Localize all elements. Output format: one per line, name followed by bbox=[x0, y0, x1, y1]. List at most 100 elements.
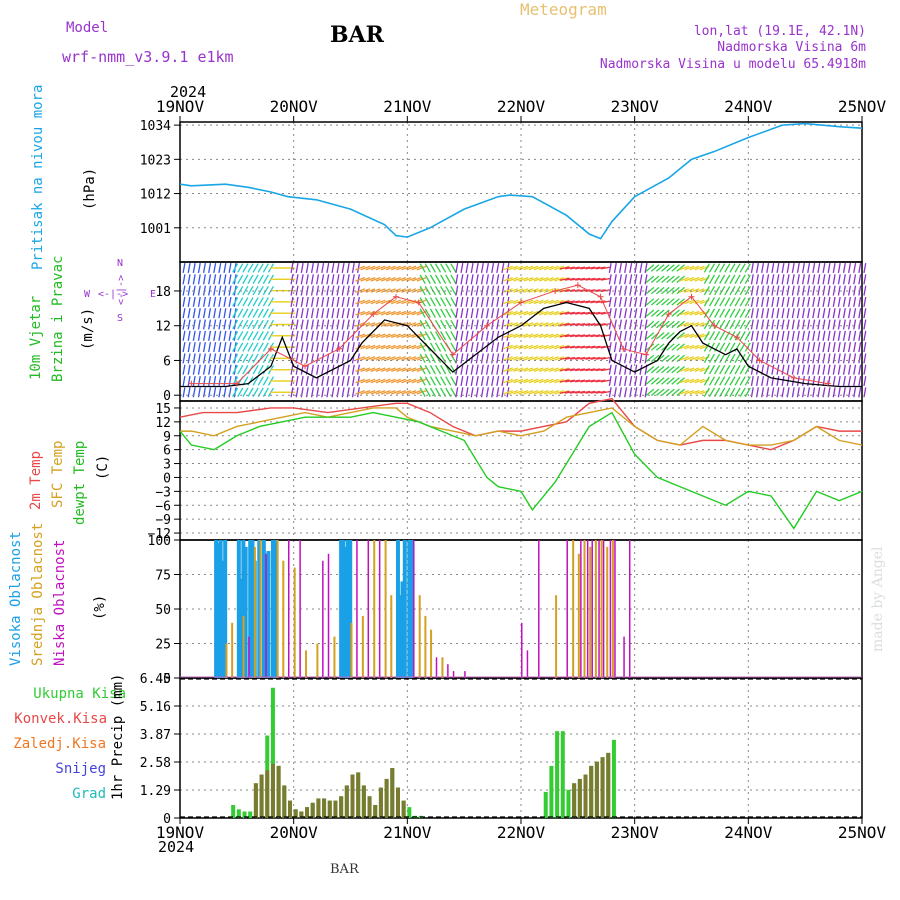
wind-arrow bbox=[518, 333, 529, 339]
wind-arrow bbox=[406, 299, 417, 305]
wind-arrow bbox=[776, 330, 780, 341]
wind-arrow bbox=[411, 356, 422, 361]
wind-arrow bbox=[600, 300, 611, 304]
wind-arrow bbox=[440, 342, 447, 352]
wind-arrow bbox=[543, 288, 554, 293]
wind-arrow bbox=[310, 330, 314, 341]
wind-arrow bbox=[491, 274, 495, 285]
wind-arrow bbox=[842, 308, 846, 319]
wind-arrow bbox=[744, 342, 751, 352]
wind-arrow bbox=[755, 319, 759, 330]
wind-arrow bbox=[440, 365, 447, 375]
wind-arrow bbox=[192, 364, 196, 375]
wind-arrow bbox=[455, 387, 459, 398]
wind-arrow bbox=[228, 330, 232, 341]
wind-arrow bbox=[192, 342, 196, 353]
wind-arrow bbox=[182, 330, 186, 341]
cloud-high-bar bbox=[261, 540, 266, 678]
wind-arrow bbox=[434, 274, 442, 284]
wind-arrow bbox=[791, 342, 795, 353]
wind-arrow bbox=[321, 330, 325, 341]
wind-arrow bbox=[613, 342, 617, 353]
x-tick-label-bottom: 23NOV bbox=[611, 823, 660, 842]
wind-arrow bbox=[569, 390, 581, 394]
wind-arrow bbox=[656, 332, 665, 340]
wind-arrow bbox=[406, 310, 417, 316]
wind-arrow bbox=[613, 262, 617, 274]
cloud-mid-bar bbox=[293, 567, 296, 678]
wind-arrow bbox=[257, 308, 264, 318]
wind-arrow bbox=[543, 344, 554, 350]
wind-arrow bbox=[406, 389, 417, 395]
wind-arrow bbox=[771, 319, 775, 330]
wind-arrow bbox=[734, 285, 741, 296]
wind-arrow bbox=[385, 333, 396, 339]
wind-arrow bbox=[656, 388, 665, 397]
precip-legend-snow: Snijeg bbox=[55, 761, 106, 777]
wind-arrow bbox=[208, 319, 212, 330]
precip-conv-bar bbox=[356, 772, 361, 818]
cloud-high-bar bbox=[239, 578, 244, 678]
wind-arrow bbox=[434, 263, 442, 273]
cloud-mid-bar bbox=[441, 657, 444, 678]
wind-arrow bbox=[786, 274, 790, 285]
wind-arrow bbox=[679, 310, 690, 316]
wind-arrow bbox=[827, 330, 831, 341]
cloud-mid-bar bbox=[577, 553, 580, 678]
wind-arrow bbox=[491, 330, 495, 341]
wind-arrow bbox=[182, 262, 186, 274]
wind-arrow bbox=[564, 345, 575, 349]
wind-arrow bbox=[771, 296, 775, 307]
wind-arrow bbox=[714, 285, 721, 296]
wind-arrow bbox=[661, 275, 670, 284]
wind-arrow bbox=[197, 319, 201, 330]
wind-arrow bbox=[827, 262, 831, 274]
wind-arrow bbox=[401, 378, 412, 384]
wind-arrow bbox=[848, 285, 852, 296]
wind-arrow bbox=[569, 277, 581, 281]
wind-arrow bbox=[252, 274, 259, 284]
wind-arrow bbox=[290, 296, 294, 307]
wind-arrow bbox=[396, 288, 407, 293]
wind-arrow bbox=[305, 296, 309, 307]
wind-arrow bbox=[543, 367, 554, 373]
wind-arrow bbox=[450, 353, 457, 364]
wind-arrow bbox=[252, 285, 259, 296]
wind-arrow bbox=[822, 342, 826, 353]
footer-station: BAR bbox=[330, 862, 359, 877]
wind-arrow bbox=[187, 342, 191, 353]
wind-arrow bbox=[445, 319, 452, 330]
wind-arrow bbox=[786, 353, 790, 364]
precip-conv-bar bbox=[293, 809, 298, 818]
wind-arrow bbox=[771, 353, 775, 364]
wind-arrow bbox=[549, 322, 559, 327]
wind-arrow bbox=[837, 353, 841, 364]
wind-arrow bbox=[853, 353, 857, 364]
wind-arrow bbox=[202, 330, 206, 341]
wind-arrow bbox=[796, 319, 800, 330]
wind-arrow bbox=[252, 365, 259, 375]
wind-arrow bbox=[496, 274, 500, 285]
cloud-mid-bar bbox=[253, 546, 256, 678]
cloud-low-bar bbox=[248, 636, 250, 678]
wind-arrow bbox=[228, 364, 232, 375]
wind-arrow bbox=[351, 274, 355, 285]
wind-arrow bbox=[247, 353, 254, 364]
wind-arrow bbox=[485, 375, 489, 387]
y-tick-label: 25 bbox=[155, 638, 171, 653]
wind-arrow bbox=[791, 274, 795, 285]
wind-arrow bbox=[559, 334, 570, 338]
wind-arrow bbox=[202, 342, 206, 353]
wind-arrow bbox=[538, 389, 549, 395]
wind-arrow bbox=[644, 330, 648, 341]
wind-arrow bbox=[580, 379, 591, 383]
wind-arrow bbox=[650, 264, 660, 272]
wind-arrow bbox=[827, 274, 831, 285]
wind-arrow bbox=[262, 353, 269, 364]
wind-arrow bbox=[247, 263, 254, 273]
wind-arrow bbox=[295, 330, 299, 341]
wind-arrow bbox=[822, 353, 826, 364]
wind-arrow bbox=[460, 387, 464, 398]
wind-arrow bbox=[182, 285, 186, 296]
wind-arrow bbox=[661, 264, 670, 272]
